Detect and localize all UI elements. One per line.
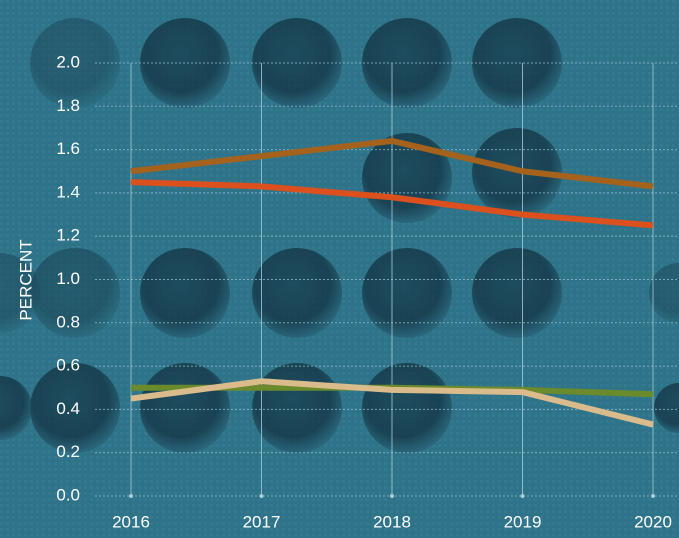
series-line — [130, 137, 654, 190]
x-tick-dot — [520, 494, 525, 498]
y-axis-label: PERCENT — [16, 239, 35, 320]
y-tick-label: 1.4 — [56, 182, 80, 201]
x-tick-dot — [129, 494, 133, 498]
y-tick-label: 0.8 — [56, 312, 80, 331]
x-tick-dot — [259, 494, 264, 498]
series-line — [130, 179, 654, 229]
series-line — [130, 378, 654, 428]
y-tick-label: 0.6 — [56, 356, 80, 375]
y-tick-label: 0.2 — [56, 442, 80, 461]
x-tick-label: 2016 — [112, 512, 150, 531]
x-tick-label: 2018 — [373, 512, 411, 531]
x-tick-dot — [390, 494, 394, 498]
x-tick-label: 2019 — [504, 512, 542, 531]
y-tick-label: 1.0 — [56, 269, 80, 288]
y-tick-label: 1.6 — [56, 139, 80, 158]
x-tick-label: 2020 — [634, 512, 672, 531]
y-tick-label: 0.4 — [56, 399, 80, 418]
y-tick-label: 0.0 — [56, 485, 80, 504]
x-tick-label: 2017 — [243, 512, 281, 531]
y-tick-label: 2.0 — [56, 52, 80, 71]
y-tick-label: 1.8 — [56, 96, 80, 115]
y-tick-label: 1.2 — [56, 226, 80, 245]
x-tick-dot — [651, 494, 655, 498]
